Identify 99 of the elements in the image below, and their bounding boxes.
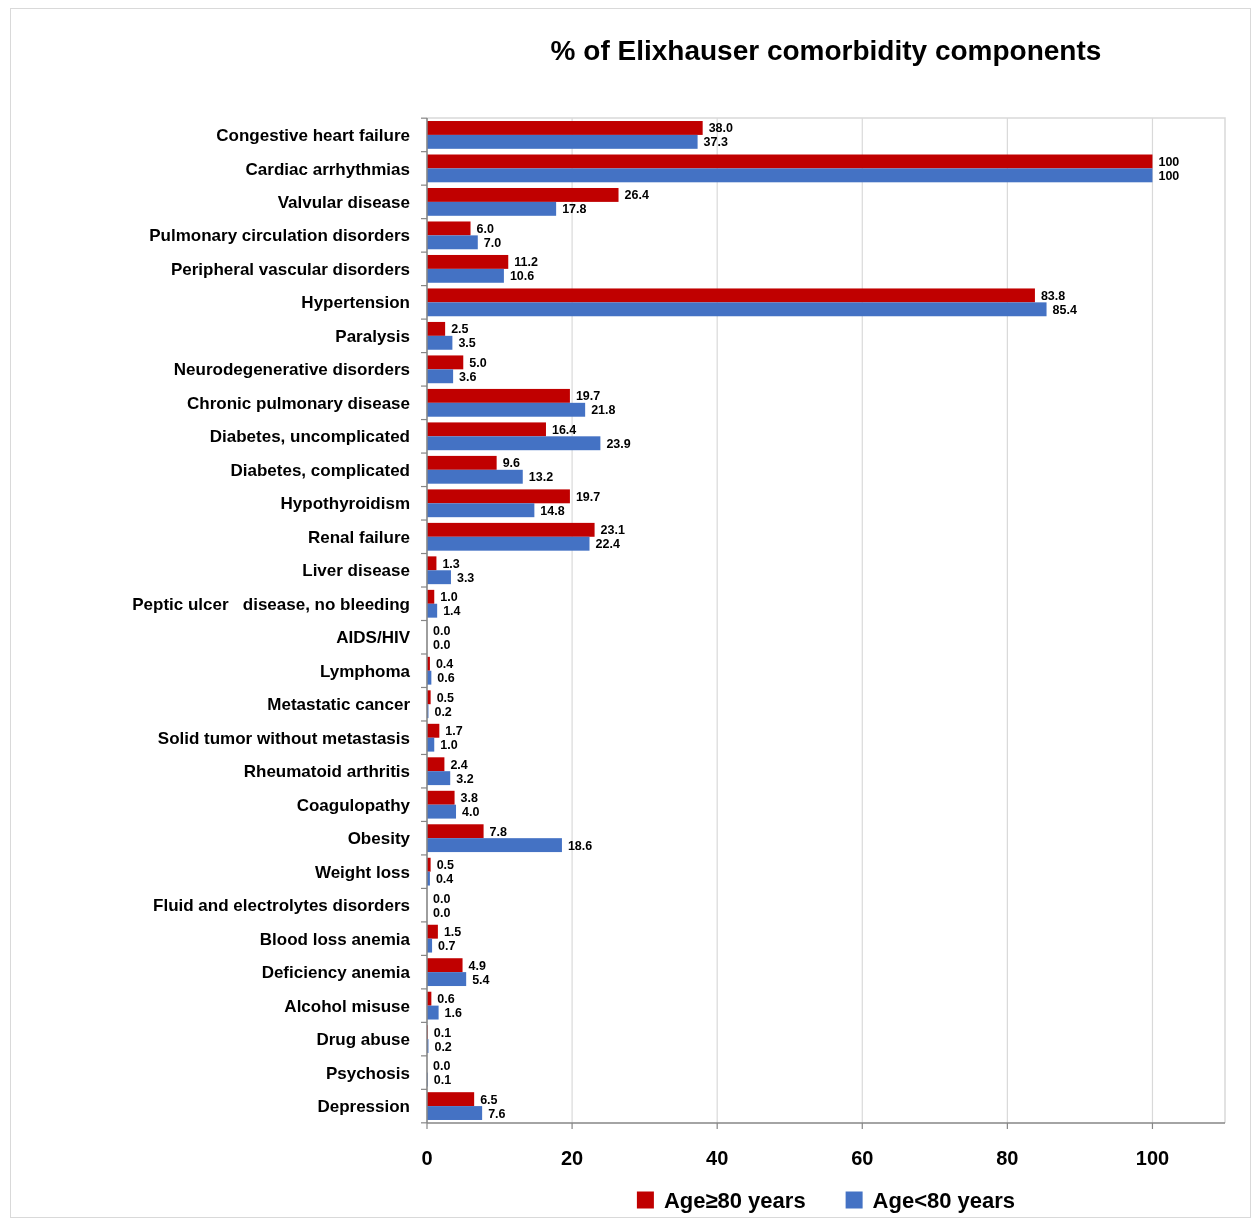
- data-label: 1.6: [444, 1006, 463, 1021]
- y-tick-label: Alcohol misuse: [284, 996, 410, 1016]
- data-label: 7.0: [483, 235, 502, 250]
- y-tick-label: Weight loss: [314, 862, 410, 882]
- y-tick-label: Diabetes, complicated: [230, 460, 410, 480]
- data-label: 5.4: [472, 972, 490, 987]
- y-tick-label: Chronic pulmonary disease: [187, 393, 410, 413]
- data-label: 38.0: [708, 121, 734, 136]
- legend-label: Age≥80 years: [663, 1187, 806, 1213]
- data-label: 6.5: [480, 1092, 498, 1107]
- data-label: 4.0: [462, 805, 480, 820]
- data-label: 83.8: [1040, 288, 1066, 303]
- y-tick-label: Deficiency anemia: [261, 963, 411, 983]
- data-label: 23.1: [600, 523, 625, 538]
- data-label: 0.5: [436, 858, 455, 873]
- y-tick-label: Drug abuse: [316, 1030, 410, 1050]
- y-tick-label: Congestive heart failure: [216, 126, 410, 146]
- y-tick-label: Hypothyroidism: [280, 494, 410, 514]
- x-tick-label: 100: [1135, 1147, 1170, 1169]
- data-label: 0.0: [433, 637, 451, 652]
- y-tick-label: Psychosis: [325, 1063, 410, 1083]
- x-tick-label: 80: [996, 1147, 1019, 1169]
- legend-label: Age<80 years: [872, 1187, 1016, 1213]
- data-label: 0.1: [433, 1025, 452, 1040]
- data-label: 21.8: [591, 403, 616, 418]
- data-label: 100: [1158, 154, 1180, 169]
- y-tick-label: Renal failure: [307, 527, 410, 547]
- y-tick-label: Neurodegenerative disorders: [173, 360, 410, 380]
- data-label: 85.4: [1052, 302, 1077, 317]
- data-label: 1.5: [443, 925, 462, 940]
- y-tick-label: Rheumatoid arthritis: [243, 762, 410, 782]
- x-tick-label: 40: [706, 1147, 729, 1169]
- data-label: 0.1: [433, 1073, 452, 1088]
- y-tick-label: Peripheral vascular disorders: [170, 259, 410, 279]
- y-tick-label: Liver disease: [302, 561, 410, 581]
- data-label: 7.6: [488, 1106, 506, 1121]
- data-label: 0.6: [437, 671, 455, 686]
- y-tick-label: AIDS/HIV: [336, 628, 411, 648]
- x-tick-label: 60: [851, 1147, 874, 1169]
- y-tick-label: Obesity: [347, 829, 411, 849]
- chart-title: % of Elixhauser comorbidity components: [550, 35, 1102, 66]
- data-label: 0.0: [433, 905, 451, 920]
- data-label: 0.2: [434, 704, 452, 719]
- data-label: 3.2: [456, 771, 474, 786]
- data-label: 22.4: [595, 537, 620, 552]
- data-label: 19.7: [575, 489, 601, 504]
- data-label: 14.8: [540, 503, 565, 518]
- data-label: 3.3: [456, 570, 475, 585]
- data-label: 11.2: [514, 255, 538, 270]
- data-label: 19.7: [575, 389, 601, 404]
- y-tick-label: Fluid and electrolytes disorders: [153, 896, 410, 916]
- data-label: 0.4: [435, 657, 454, 672]
- data-label: 0.6: [437, 992, 455, 1007]
- data-label: 1.0: [440, 738, 458, 753]
- data-label: 37.3: [703, 135, 728, 150]
- y-tick-label: Metastatic cancer: [267, 695, 411, 715]
- data-label: 13.2: [528, 470, 554, 485]
- data-label: 26.4: [624, 188, 649, 203]
- data-label: 0.0: [433, 1059, 451, 1074]
- data-label: 5.0: [469, 355, 487, 370]
- data-label: 0.0: [433, 891, 451, 906]
- data-label: 0.4: [435, 872, 454, 887]
- data-label: 3.8: [460, 791, 478, 806]
- data-label: 3.5: [458, 336, 476, 351]
- y-tick-label: Paralysis: [335, 326, 410, 346]
- data-label: 6.0: [476, 221, 494, 236]
- data-label: 16.4: [551, 422, 577, 437]
- data-label: 100: [1158, 168, 1180, 183]
- y-tick-label: Peptic ulcer disease, no bleeding: [132, 594, 410, 614]
- data-label: 9.6: [502, 456, 521, 471]
- data-label: 0.5: [436, 690, 455, 705]
- y-tick-label: Depression: [317, 1097, 410, 1117]
- y-tick-label: Pulmonary circulation disorders: [149, 226, 410, 246]
- x-tick-label: 20: [560, 1147, 584, 1169]
- data-label: 10.6: [509, 269, 535, 284]
- y-tick-label: Coagulopathy: [296, 795, 411, 815]
- data-label: 0.0: [433, 623, 451, 638]
- y-tick-label: Hypertension: [301, 293, 410, 313]
- data-label: 0.2: [434, 1039, 452, 1054]
- y-tick-label: Diabetes, uncomplicated: [209, 427, 410, 447]
- data-label: 18.6: [567, 838, 593, 853]
- data-label: 2.5: [451, 322, 469, 337]
- y-tick-label: Blood loss anemia: [259, 929, 411, 949]
- y-tick-label: Valvular disease: [277, 193, 410, 213]
- data-label: 1.0: [440, 590, 458, 605]
- data-label: 23.9: [606, 436, 631, 451]
- x-tick-label: 0: [421, 1147, 433, 1169]
- data-label: 2.4: [450, 757, 468, 772]
- data-label: 0.7: [438, 939, 456, 954]
- y-tick-label: Lymphoma: [319, 661, 411, 681]
- data-label: 17.8: [562, 202, 587, 217]
- data-label: 1.3: [442, 556, 460, 571]
- data-label: 1.7: [445, 724, 463, 739]
- data-label: 1.4: [443, 604, 461, 619]
- y-tick-label: Solid tumor without metastasis: [157, 728, 410, 748]
- y-tick-label: Cardiac arrhythmias: [245, 159, 410, 179]
- data-label: 4.9: [468, 958, 486, 973]
- data-label: 3.6: [459, 369, 477, 384]
- data-label: 7.8: [489, 824, 508, 839]
